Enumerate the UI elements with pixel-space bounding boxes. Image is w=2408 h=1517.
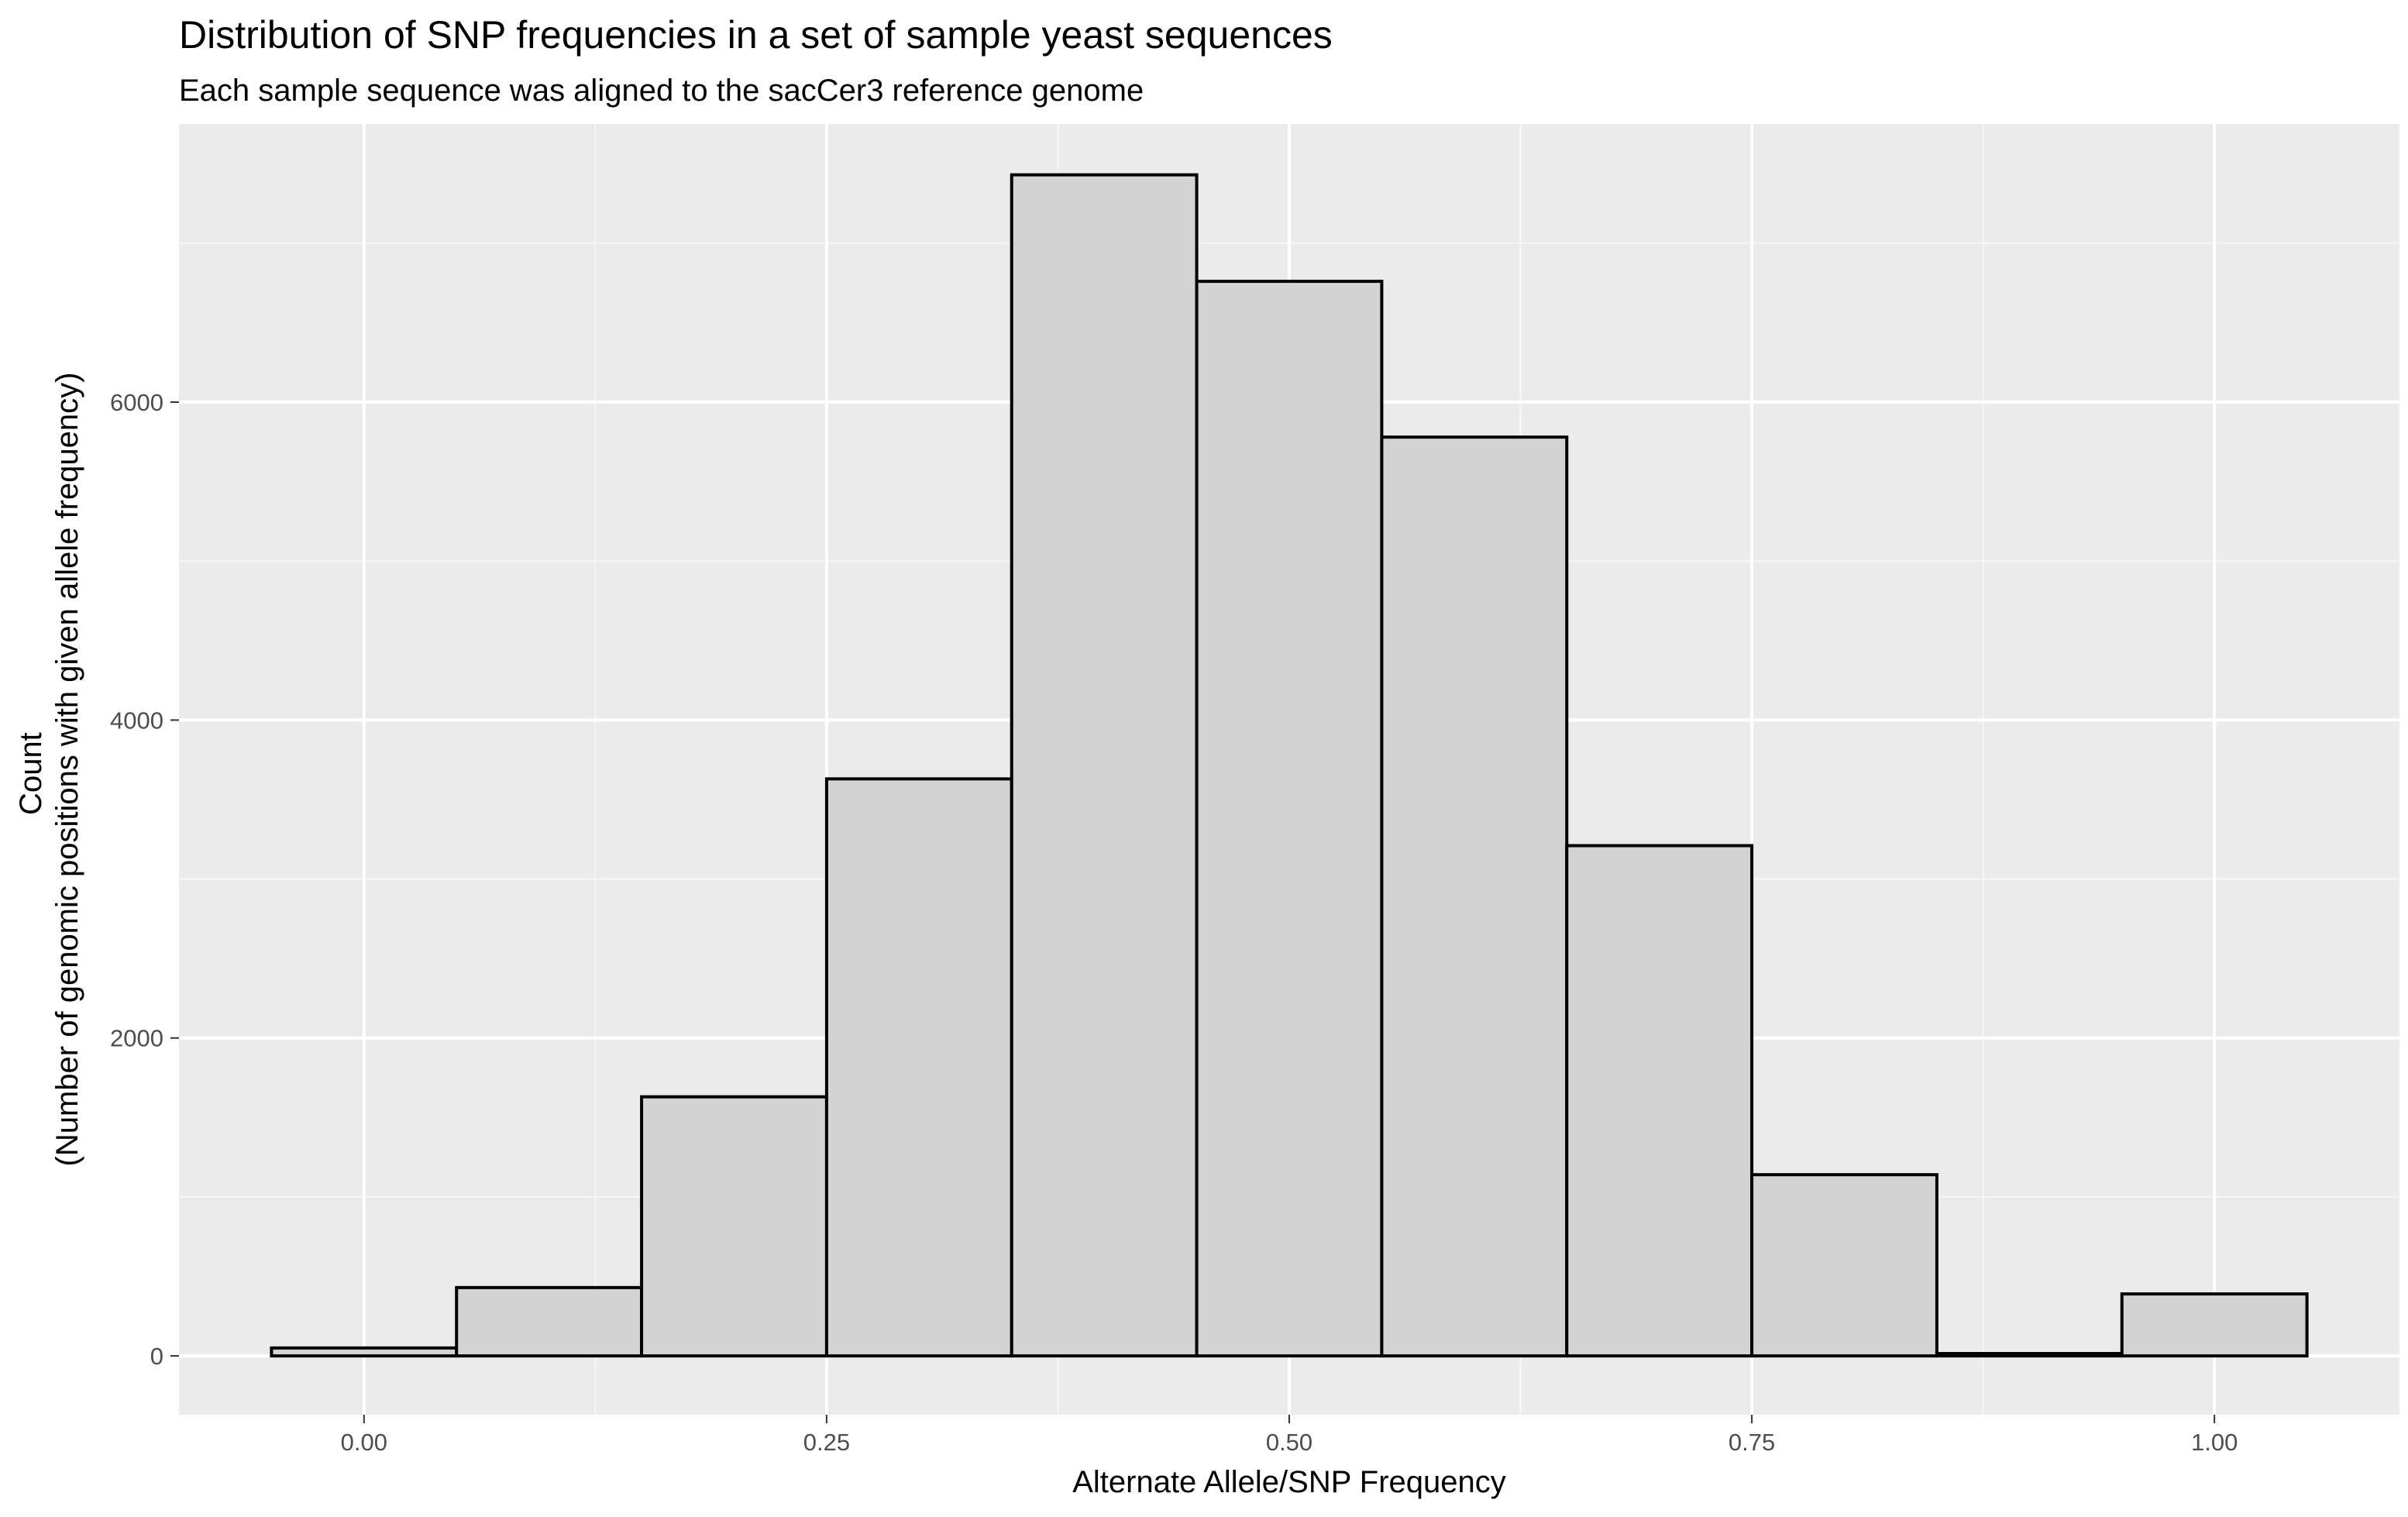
y-tick-label: 0 <box>150 1343 163 1370</box>
chart-subtitle: Each sample sequence was aligned to the … <box>179 74 1144 108</box>
histogram-bar <box>1935 1352 2124 1358</box>
x-tick-label: 0.25 <box>803 1429 850 1456</box>
histogram-bar <box>824 777 1013 1358</box>
x-axis-title: Alternate Allele/SNP Frequency <box>1072 1465 1506 1499</box>
histogram-bar <box>270 1346 459 1358</box>
y-tick-label: 4000 <box>110 707 163 734</box>
svg-text:Count (Number of genomic: Count (Number of genomic positions with … <box>14 373 84 1167</box>
y-tick-label: 6000 <box>110 389 163 416</box>
y-axis-title-line-2: (Number of genomic positions with given … <box>50 373 84 1167</box>
y-axis: 0 2000 4000 6000 <box>110 389 179 1370</box>
histogram-bars <box>270 173 2309 1358</box>
histogram-bar <box>640 1095 828 1358</box>
histogram-bar <box>2120 1292 2309 1358</box>
histogram-bar <box>1010 173 1199 1358</box>
x-tick-label: 0.00 <box>341 1429 387 1456</box>
x-tick-label: 1.00 <box>2191 1429 2238 1456</box>
histogram-bar <box>455 1285 644 1358</box>
x-tick-label: 0.75 <box>1729 1429 1775 1456</box>
histogram-bar <box>1380 435 1569 1358</box>
histogram-bar <box>1565 844 1754 1358</box>
y-axis-title: Count (Number of genomic positions with … <box>14 373 84 1167</box>
histogram-bar <box>1750 1173 1938 1358</box>
chart-title: Distribution of SNP frequencies in a set… <box>179 13 1333 57</box>
x-tick-label: 0.50 <box>1266 1429 1312 1456</box>
y-tick-label: 2000 <box>110 1025 163 1052</box>
x-axis: 0.00 0.25 0.50 0.75 1.00 <box>341 1415 2238 1456</box>
histogram-bar <box>1195 280 1384 1358</box>
y-axis-title-line-1: Count <box>14 732 48 815</box>
